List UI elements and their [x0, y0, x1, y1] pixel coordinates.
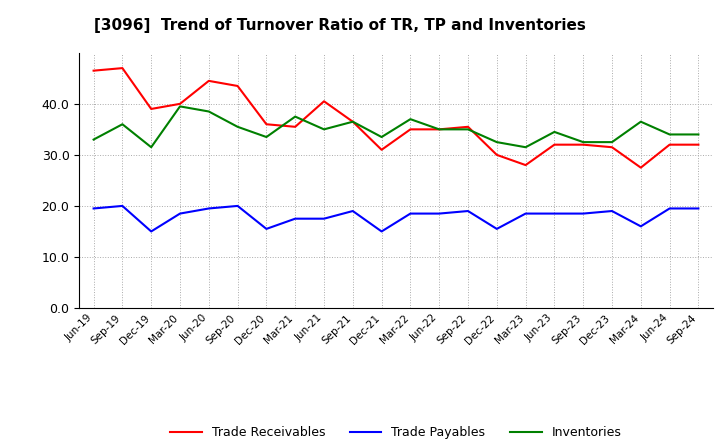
- Trade Payables: [550, 211, 559, 216]
- Trade Payables: [521, 211, 530, 216]
- Trade Payables: [636, 224, 645, 229]
- Trade Receivables: [406, 127, 415, 132]
- Inventories: [118, 121, 127, 127]
- Line: Trade Receivables: Trade Receivables: [94, 68, 698, 168]
- Trade Receivables: [694, 142, 703, 147]
- Inventories: [665, 132, 674, 137]
- Trade Receivables: [233, 83, 242, 88]
- Legend: Trade Receivables, Trade Payables, Inventories: Trade Receivables, Trade Payables, Inven…: [166, 422, 626, 440]
- Inventories: [636, 119, 645, 125]
- Trade Payables: [176, 211, 184, 216]
- Inventories: [147, 145, 156, 150]
- Trade Receivables: [320, 99, 328, 104]
- Text: [3096]  Trend of Turnover Ratio of TR, TP and Inventories: [3096] Trend of Turnover Ratio of TR, TP…: [94, 18, 585, 33]
- Inventories: [377, 134, 386, 139]
- Trade Receivables: [464, 124, 472, 129]
- Inventories: [262, 134, 271, 139]
- Trade Payables: [348, 209, 357, 214]
- Inventories: [550, 129, 559, 135]
- Line: Inventories: Inventories: [94, 106, 698, 147]
- Trade Receivables: [377, 147, 386, 152]
- Line: Trade Payables: Trade Payables: [94, 206, 698, 231]
- Trade Payables: [464, 209, 472, 214]
- Trade Payables: [406, 211, 415, 216]
- Trade Payables: [694, 206, 703, 211]
- Trade Receivables: [550, 142, 559, 147]
- Trade Receivables: [492, 152, 501, 158]
- Inventories: [406, 117, 415, 122]
- Trade Receivables: [608, 145, 616, 150]
- Inventories: [521, 145, 530, 150]
- Trade Receivables: [147, 106, 156, 112]
- Trade Payables: [204, 206, 213, 211]
- Trade Receivables: [665, 142, 674, 147]
- Inventories: [233, 124, 242, 129]
- Inventories: [694, 132, 703, 137]
- Trade Receivables: [579, 142, 588, 147]
- Trade Receivables: [521, 162, 530, 168]
- Trade Payables: [233, 203, 242, 209]
- Trade Receivables: [348, 119, 357, 125]
- Trade Receivables: [204, 78, 213, 84]
- Trade Payables: [291, 216, 300, 221]
- Trade Payables: [665, 206, 674, 211]
- Trade Payables: [435, 211, 444, 216]
- Trade Receivables: [291, 124, 300, 129]
- Trade Receivables: [262, 121, 271, 127]
- Inventories: [492, 139, 501, 145]
- Trade Receivables: [89, 68, 98, 73]
- Trade Receivables: [435, 127, 444, 132]
- Trade Payables: [89, 206, 98, 211]
- Inventories: [608, 139, 616, 145]
- Trade Receivables: [176, 101, 184, 106]
- Inventories: [320, 127, 328, 132]
- Trade Payables: [262, 226, 271, 231]
- Inventories: [176, 104, 184, 109]
- Trade Payables: [608, 209, 616, 214]
- Inventories: [464, 127, 472, 132]
- Trade Receivables: [636, 165, 645, 170]
- Inventories: [204, 109, 213, 114]
- Inventories: [435, 127, 444, 132]
- Trade Payables: [147, 229, 156, 234]
- Inventories: [579, 139, 588, 145]
- Trade Payables: [579, 211, 588, 216]
- Trade Payables: [377, 229, 386, 234]
- Trade Payables: [492, 226, 501, 231]
- Inventories: [348, 119, 357, 125]
- Trade Payables: [320, 216, 328, 221]
- Inventories: [89, 137, 98, 142]
- Inventories: [291, 114, 300, 119]
- Trade Receivables: [118, 66, 127, 71]
- Trade Payables: [118, 203, 127, 209]
